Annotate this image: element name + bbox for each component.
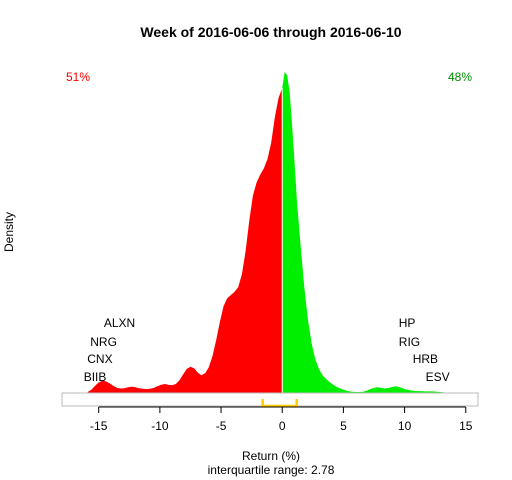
ticker-label: NRG <box>90 335 117 349</box>
ticker-label: BIIB <box>84 370 107 384</box>
positive-density-area <box>282 72 452 393</box>
ticker-label: CNX <box>87 352 112 366</box>
x-tick-label: 15 <box>459 419 473 433</box>
ticker-label: HP <box>399 316 416 330</box>
chart-title: Week of 2016-06-06 through 2016-06-10 <box>140 24 401 40</box>
chart-subtitle: interquartile range: 2.78 <box>208 463 335 477</box>
ticker-label: HRB <box>413 352 438 366</box>
ticker-label: ALXN <box>104 316 135 330</box>
annotation-layer: ALXN NRG CNX BIIB HP RIG HRB ESV <box>84 316 450 384</box>
x-axis: -15 -10 -5 0 5 10 15 <box>90 406 473 433</box>
x-tick-label: 0 <box>279 419 286 433</box>
x-tick-label: -5 <box>216 419 227 433</box>
x-tick-label: 10 <box>398 419 412 433</box>
x-tick-label: 5 <box>340 419 347 433</box>
positive-share-label: 48% <box>448 70 472 84</box>
x-tick-label: -10 <box>151 419 169 433</box>
x-axis-label: Return (%) <box>242 449 300 463</box>
ticker-label: ESV <box>426 370 450 384</box>
ticker-label: RIG <box>399 335 420 349</box>
negative-density-area <box>87 88 283 393</box>
iqr-bracket <box>261 399 298 408</box>
iqr-layer <box>261 399 298 408</box>
plot-box <box>61 392 479 407</box>
negative-share-label: 51% <box>66 70 90 84</box>
x-tick-label: -15 <box>90 419 108 433</box>
y-axis-label: Density <box>2 212 16 252</box>
density-layer <box>87 72 452 393</box>
